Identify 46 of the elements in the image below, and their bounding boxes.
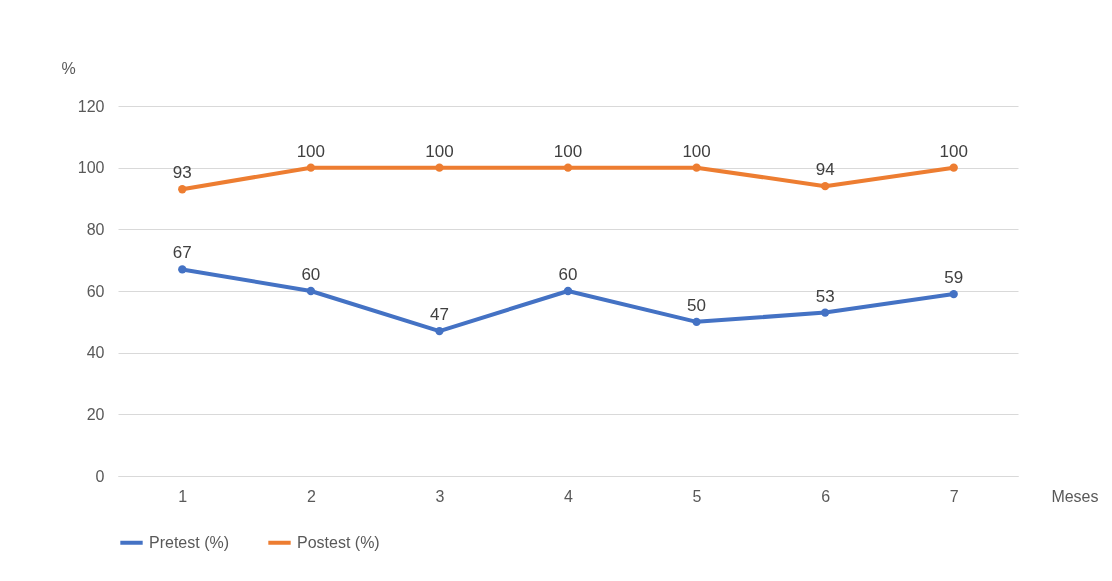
data-label: 67 <box>172 243 192 263</box>
y-tick-label: 40 <box>86 344 105 362</box>
legend-label: Pretest (%) <box>149 533 230 551</box>
data-label: 59 <box>944 268 964 288</box>
x-axis-title: Meses <box>1051 487 1099 505</box>
y-tick-label: 80 <box>86 220 105 238</box>
point <box>949 163 958 172</box>
x-tick-label: 5 <box>692 487 702 505</box>
y-tick-label: 20 <box>86 405 105 423</box>
point <box>692 317 701 327</box>
data-label: 94 <box>815 160 835 180</box>
data-label: 100 <box>425 141 454 161</box>
point <box>306 163 316 172</box>
x-tick-label: 7 <box>949 487 959 505</box>
data-label: 100 <box>939 141 968 161</box>
x-tick-label: 2 <box>306 487 316 505</box>
y-tick-label: 100 <box>77 159 105 177</box>
data-label: 60 <box>558 265 578 284</box>
point <box>563 163 573 172</box>
y-axis-title: % <box>61 59 76 77</box>
data-label: 100 <box>682 141 711 161</box>
point <box>563 286 573 296</box>
legend-label: Postest (%) <box>297 533 380 551</box>
data-label: 100 <box>553 141 583 161</box>
point <box>435 326 444 336</box>
point <box>692 163 701 172</box>
data-label: 93 <box>172 163 192 183</box>
data-label: 60 <box>301 265 321 284</box>
point <box>435 163 444 172</box>
x-tick-label: 4 <box>564 487 574 505</box>
point <box>820 181 830 191</box>
y-tick-label: 120 <box>77 97 105 115</box>
x-tick-label: 3 <box>435 487 445 505</box>
x-tick-label: 1 <box>178 487 188 505</box>
data-label: 100 <box>296 141 326 161</box>
point <box>178 265 187 274</box>
y-tick-label: 60 <box>86 282 105 300</box>
point <box>306 286 316 296</box>
data-label: 50 <box>687 295 707 315</box>
point <box>949 289 958 299</box>
point <box>178 185 187 194</box>
x-tick-label: 6 <box>821 487 831 505</box>
y-tick-label: 0 <box>95 467 105 485</box>
data-label: 47 <box>429 305 449 325</box>
point <box>820 308 830 317</box>
data-label: 53 <box>815 286 835 306</box>
